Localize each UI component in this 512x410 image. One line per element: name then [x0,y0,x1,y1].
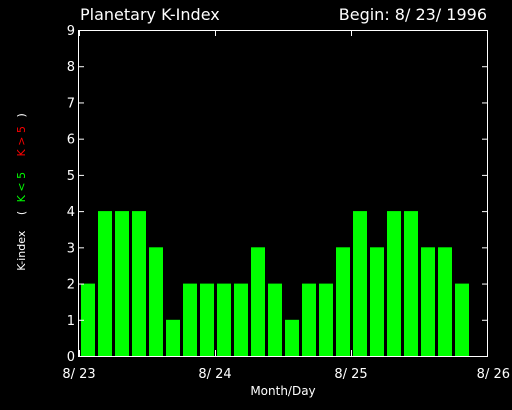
y-axis-label-low: K < 5 [15,172,28,202]
x-tick-label: 8/ 23 [62,367,95,382]
k-index-bar [336,247,350,356]
y-tick-label: 6 [67,133,75,148]
k-index-bar [455,283,469,356]
y-tick-label: 1 [67,314,75,329]
chart-title: Planetary K-Index [80,5,220,24]
y-axis-label-close: ) [15,113,28,117]
k-index-bar [200,283,214,356]
k-index-bar [285,319,299,356]
y-tick-label: 0 [67,350,75,365]
k-index-bar [115,211,129,356]
k-index-bar [81,283,95,356]
bars [81,211,469,356]
y-axis-label-main: K-index [15,230,28,271]
k-index-bar [370,247,384,356]
y-tick-label: 8 [67,60,75,75]
k-index-bar [353,211,367,356]
begin-date: Begin: 8/ 23/ 1996 [339,5,487,24]
k-index-bar [149,247,163,356]
y-axis-label-open: ( [15,211,28,215]
k-index-bar [319,283,333,356]
y-tick-labels: 0 1 2 3 4 5 6 7 8 9 [67,24,75,365]
k-index-bar [183,283,197,356]
x-axis-label: Month/Day [250,384,315,398]
k-index-bar [251,247,265,356]
y-tick-label: 7 [67,96,75,111]
y-axis-label-text: K-index ( K < 5 K > 5 ) [15,113,28,271]
k-index-bar [302,283,316,356]
k-index-bar [421,247,435,356]
plot-frame [78,30,488,357]
k-index-bar [234,283,248,356]
y-axis-label-high: K > 5 [15,126,28,156]
k-index-bar [132,211,146,356]
x-tick-labels: 8/ 23 8/ 24 8/ 25 8/ 26 [62,367,510,382]
x-tick-label: 8/ 25 [334,367,367,382]
x-tick-label: 8/ 24 [198,367,231,382]
k-index-bar [268,283,282,356]
y-tick-label: 2 [67,278,75,293]
y-tick-label: 9 [67,24,75,39]
y-axis-label: K-index ( K < 5 K > 5 ) [15,113,28,271]
k-index-bar [387,211,401,356]
k-index-bar [438,247,452,356]
y-tick-label: 5 [67,169,75,184]
k-index-bar [166,319,180,356]
k-index-bar [217,283,231,356]
k-index-bar [404,211,418,356]
y-tick-label: 4 [67,205,75,220]
x-tick-label: 8/ 26 [477,367,510,382]
y-tick-label: 3 [67,241,75,256]
k-index-bar [98,211,112,356]
